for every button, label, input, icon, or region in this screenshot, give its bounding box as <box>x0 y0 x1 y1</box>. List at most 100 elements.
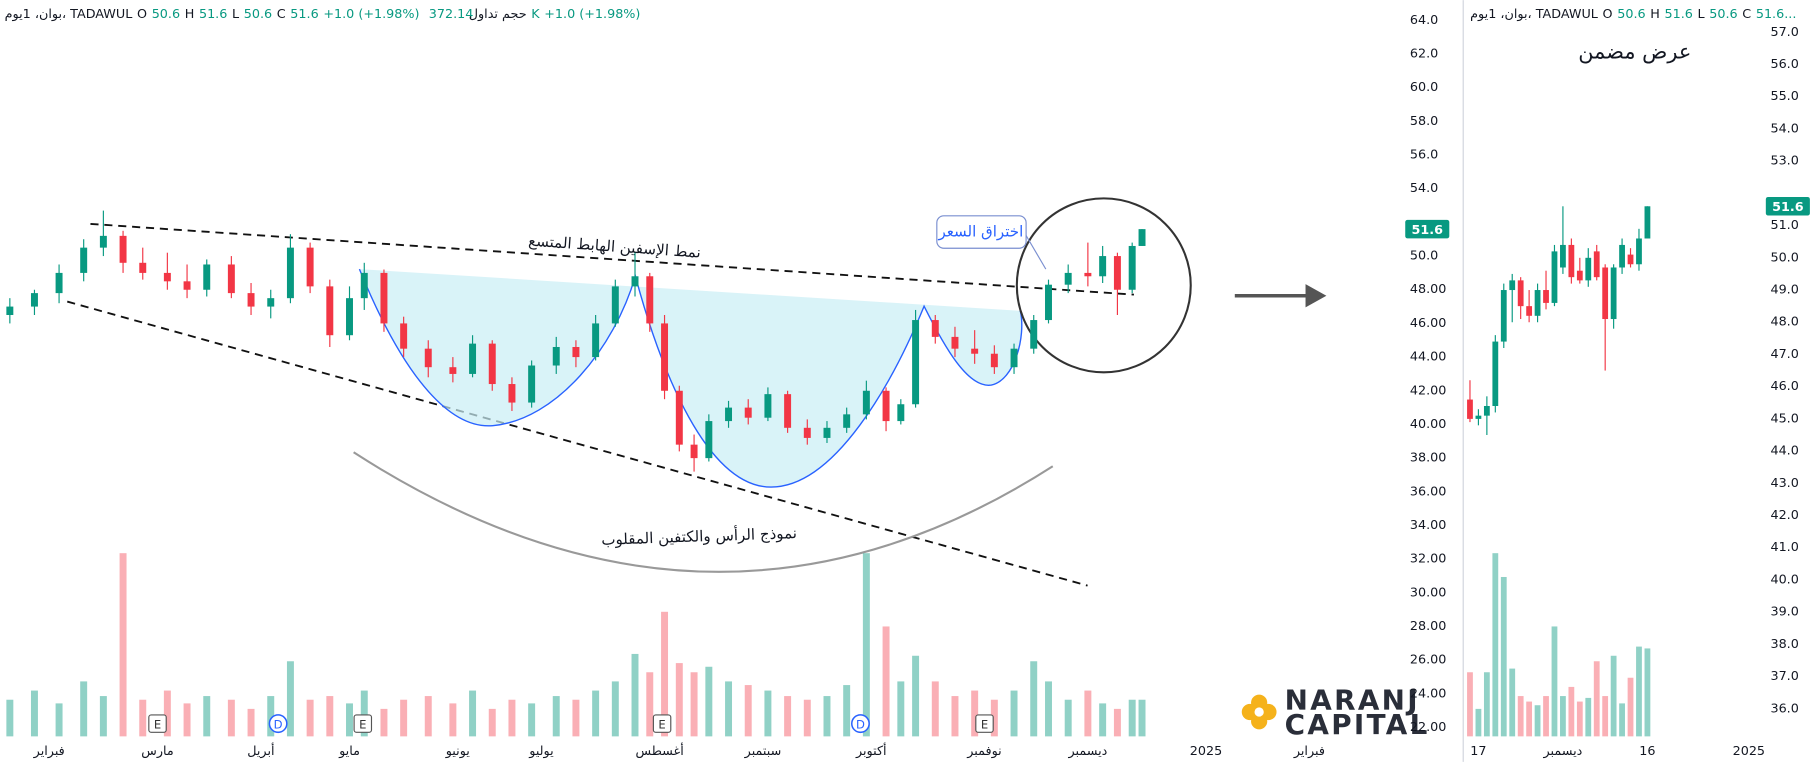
volume-bar <box>1128 699 1136 737</box>
dividend-marker <box>268 714 288 734</box>
y-tick-label: 46.00 <box>1410 316 1447 331</box>
candle-body <box>631 276 639 287</box>
y-tick-label: 54.0 <box>1410 181 1438 196</box>
volume-bar <box>1509 668 1516 737</box>
x-tick-label: أغسطس <box>635 742 683 759</box>
volume-bar <box>6 699 14 737</box>
marker-label: E <box>154 717 161 731</box>
header-item: 50.6 <box>1709 7 1737 22</box>
y-tick-label: 42.00 <box>1410 383 1447 398</box>
dividend-marker <box>851 714 870 734</box>
candle-body <box>592 323 600 358</box>
header-item: بوان، 1يوم، TADAWUL <box>5 7 134 22</box>
header-item: O <box>137 7 147 22</box>
header-item: 51.6 <box>1664 7 1692 22</box>
x-tick-label: 2025 <box>1733 744 1765 759</box>
volume-bar <box>552 696 560 737</box>
candle-body <box>552 346 560 366</box>
y-tick-label: 50.0 <box>1410 249 1438 264</box>
volume-bar <box>912 655 920 737</box>
candle-body <box>508 384 516 403</box>
candle-body <box>346 298 353 336</box>
volume-bar <box>1500 576 1507 737</box>
x-tick-label: فبراير <box>33 744 65 759</box>
y-tick-label: 53.0 <box>1770 154 1798 169</box>
volume-bar <box>267 696 275 737</box>
marker-label: E <box>658 717 665 731</box>
x-tick-label: مارس <box>141 744 173 759</box>
y-tick-label: 38.0 <box>1770 637 1798 652</box>
marker-label: E <box>359 717 366 731</box>
candle-body <box>286 247 294 299</box>
candle-body <box>1543 290 1549 303</box>
volume-bar <box>931 681 939 737</box>
candle-body <box>267 298 275 307</box>
price-badge-label: 51.6 <box>1772 200 1804 215</box>
volume-bar <box>1084 690 1092 737</box>
candle-body <box>400 323 408 349</box>
volume-bar <box>469 690 477 737</box>
header-item: 51.6... <box>1756 7 1797 22</box>
panel-title: عرض مضمن <box>1578 39 1691 63</box>
y-tick-label: 26.00 <box>1410 653 1447 668</box>
y-tick-label: 37.0 <box>1770 669 1798 684</box>
candle-body <box>843 414 851 428</box>
volume-bar <box>951 696 959 737</box>
volume-bar <box>1064 699 1072 737</box>
y-tick-label: 54.0 <box>1770 121 1798 136</box>
candle-body <box>882 390 890 422</box>
candle-body <box>744 407 752 418</box>
candle-body <box>380 272 388 324</box>
y-tick-label: 55.0 <box>1770 89 1798 104</box>
earnings-marker <box>148 714 167 733</box>
y-tick-label: 28.00 <box>1410 619 1447 634</box>
volume-bar <box>1467 672 1473 737</box>
candle-body <box>1593 251 1600 278</box>
candle-body <box>990 353 998 368</box>
marker-label: D <box>856 717 865 731</box>
volume-bar <box>1483 672 1490 737</box>
candle-body <box>1084 272 1092 277</box>
x-tick-label: 17 <box>1470 744 1486 759</box>
candle-body <box>661 323 669 391</box>
volume-bar <box>528 703 536 737</box>
y-tick-label: 48.0 <box>1770 315 1798 330</box>
candle-body <box>99 235 107 248</box>
volume-bar <box>1568 686 1575 737</box>
volume-bar <box>1045 681 1052 737</box>
candle-body <box>951 336 959 349</box>
volume-bar <box>1534 705 1541 737</box>
candle-body <box>360 272 368 299</box>
volume-bar <box>30 690 38 737</box>
volume-bar <box>424 696 432 737</box>
candle-body <box>784 394 792 428</box>
candle-body <box>705 421 713 459</box>
volume-bar <box>1602 696 1609 737</box>
candle-body <box>1644 206 1651 239</box>
volume-bar <box>572 699 580 737</box>
header-item: +1.0 (+1.98%) <box>544 7 640 22</box>
y-tick-label: 51.0 <box>1770 218 1798 233</box>
volume-bar <box>843 685 851 737</box>
candle-body <box>469 343 477 374</box>
volume-bar <box>400 699 408 737</box>
candle-body <box>1517 280 1524 307</box>
volume-bar <box>1492 553 1499 737</box>
x-tick-label: نوفمبر <box>966 744 1001 759</box>
header-item: C <box>1742 7 1751 22</box>
candle-body <box>80 247 88 273</box>
candle-body <box>764 394 772 418</box>
y-tick-label: 30.00 <box>1410 585 1447 600</box>
volume-bar <box>803 699 811 737</box>
volume-bar <box>163 690 171 737</box>
y-tick-label: 56.0 <box>1770 57 1798 72</box>
price-badge <box>1405 219 1450 239</box>
volume-bar <box>139 699 147 737</box>
volume-bar <box>80 681 88 737</box>
volume-bar <box>690 672 698 737</box>
volume-bar <box>784 696 792 737</box>
candle-body <box>1568 244 1575 278</box>
volume-bar <box>508 699 516 737</box>
candle-body <box>203 264 211 290</box>
candle-body <box>725 407 733 422</box>
